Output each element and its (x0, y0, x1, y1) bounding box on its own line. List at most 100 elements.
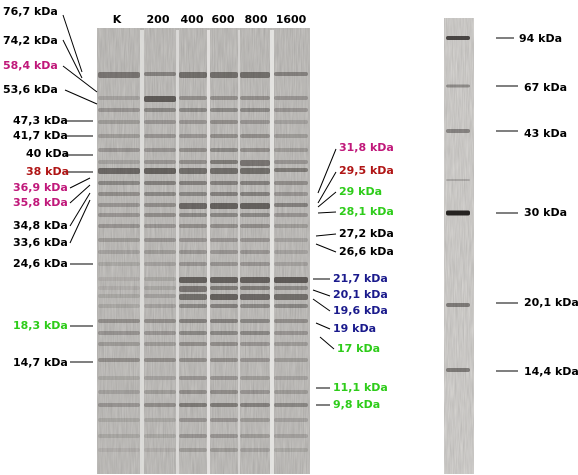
gel-band (144, 238, 176, 242)
gel-band (210, 203, 238, 209)
right-marker-label: 29,5 kDa (339, 164, 394, 177)
gel-band (144, 262, 176, 266)
gel-band (179, 224, 207, 228)
ladder-marker-label: 67 kDa (524, 81, 568, 94)
gel-band (98, 331, 140, 335)
leader-line (312, 289, 331, 297)
gel-band (179, 148, 207, 152)
gel-band (240, 148, 270, 152)
leader-line (317, 191, 337, 208)
gel-band (240, 376, 270, 380)
leader-line (62, 39, 83, 79)
gel-band (274, 108, 308, 112)
gel-band (179, 134, 207, 138)
gel-band (274, 358, 308, 362)
leader-line (315, 233, 337, 237)
gel-band (179, 250, 207, 254)
right-marker-label: 28,1 kDa (339, 205, 394, 218)
gel-band (210, 120, 238, 124)
gel-band (179, 358, 207, 362)
main-gel (97, 28, 310, 474)
gel-band (274, 72, 308, 76)
ladder-marker-label: 43 kDa (524, 127, 568, 140)
gel-band (144, 213, 176, 217)
gel-band (144, 376, 176, 380)
gel-band (179, 434, 207, 438)
gel-band (210, 286, 238, 290)
gel-band (274, 250, 308, 254)
gel-band (240, 108, 270, 112)
gel-band (240, 160, 270, 166)
gel-band (98, 181, 140, 185)
left-marker-label: 35,8 kDa (13, 196, 68, 209)
ladder-marker-label: 30 kDa (524, 206, 568, 219)
gel-band (179, 262, 207, 266)
right-marker-label: 20,1 kDa (333, 288, 388, 301)
leader-line (69, 199, 91, 244)
gel-band (210, 213, 238, 217)
gel-band (144, 134, 176, 138)
gel-band (210, 192, 238, 196)
ladder-band (446, 368, 470, 372)
gel-bands (98, 72, 308, 452)
gel-band (274, 418, 308, 422)
gel-band (144, 286, 176, 290)
gel-band (274, 286, 308, 290)
gel-band (98, 250, 140, 254)
gel-band (210, 390, 238, 394)
gel-band (274, 96, 308, 100)
gel-band (179, 342, 207, 346)
left-marker-label: 18,3 kDa (13, 319, 68, 332)
left-marker-label: 38 kDa (26, 165, 70, 178)
lane-label-k: K (112, 13, 122, 26)
gel-band (240, 203, 270, 209)
leader-line (64, 89, 98, 105)
gel-band (98, 203, 140, 207)
gel-band (98, 238, 140, 242)
leader-line (319, 336, 335, 350)
leader-line (317, 211, 337, 214)
right-marker-label: 21,7 kDa (333, 272, 388, 285)
gel-band (240, 277, 270, 283)
gel-band (240, 96, 270, 100)
gel-band (98, 120, 140, 124)
lane-label-600: 600 (211, 13, 235, 26)
gel-band (98, 262, 140, 266)
gel-band (144, 304, 176, 308)
right-marker-label: 31,8 kDa (339, 141, 394, 154)
gel-band (144, 192, 176, 196)
leader-line (317, 171, 337, 204)
ladder-band (446, 84, 470, 88)
gel-band (274, 181, 308, 185)
gel-band (240, 403, 270, 407)
gel-band (98, 286, 140, 290)
gel-band (179, 108, 207, 112)
gel-band (274, 434, 308, 438)
gel-band (240, 304, 270, 308)
leader-line (315, 243, 337, 253)
gel-band (210, 108, 238, 112)
gel-band (98, 224, 140, 228)
ladder-gel (444, 18, 474, 474)
ladder-band (446, 179, 470, 181)
gel-band (144, 181, 176, 185)
lane-label-200: 200 (146, 13, 170, 26)
gel-band (144, 203, 176, 207)
gel-band (179, 203, 207, 209)
right-marker-label: 11,1 kDa (333, 381, 388, 394)
gel-band (210, 434, 238, 438)
gel-band (98, 134, 140, 138)
gel-band (210, 403, 238, 407)
gel-band (210, 448, 238, 452)
gel-band (210, 224, 238, 228)
gel-band (210, 160, 238, 164)
left-marker-label: 58,4 kDa (3, 59, 58, 72)
gel-band (274, 192, 308, 196)
leader-line (62, 14, 83, 73)
gel-band (274, 277, 308, 283)
leader-line (317, 148, 337, 194)
gel-band (274, 120, 308, 124)
ladder-band (446, 210, 470, 216)
gel-band (98, 376, 140, 380)
gel-band (210, 96, 238, 100)
